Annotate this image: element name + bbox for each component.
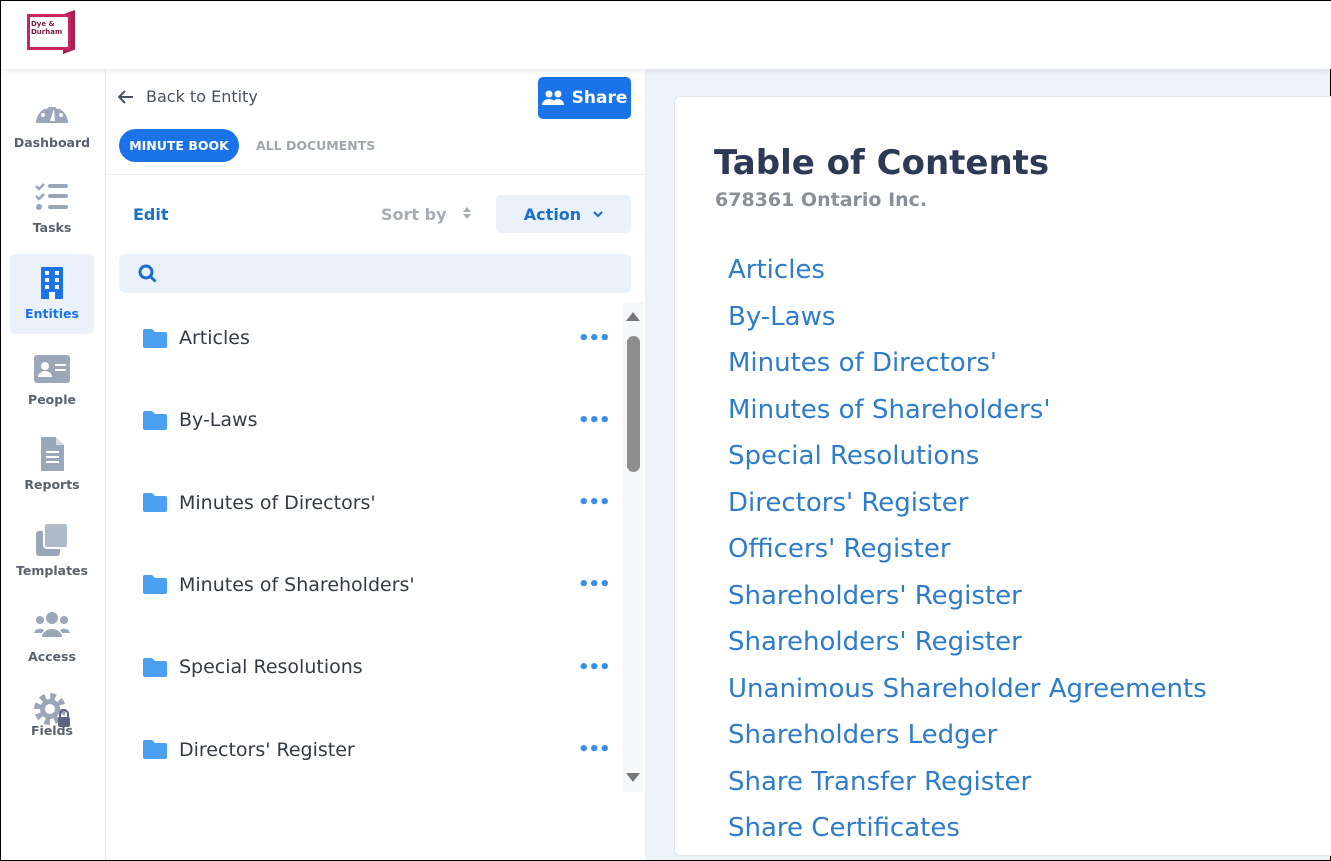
folder-icon [143,493,167,513]
sidebar-label: Fields [31,723,73,738]
back-label: Back to Entity [146,87,258,106]
sort-label: Sort by [381,205,447,224]
document-icon [41,437,64,471]
building-icon [41,267,63,299]
dye-durham-logo[interactable]: Dye & Durham [25,10,75,56]
folder-icon [143,575,167,595]
toc-list: Articles By-Laws Minutes of Directors' Minu… [728,247,1207,852]
sidebar-item-people[interactable]: People [10,340,94,420]
folder-list: Articles ••• By-Laws ••• Minutes of Director… [106,297,623,792]
tab-all-documents[interactable]: ALL DOCUMENTS [256,138,376,153]
search-bar [119,254,631,293]
action-label: Action [523,204,582,224]
folder-icon [143,657,167,677]
sidebar: Dashboard Tasks Entities People Reports … [1,69,106,860]
back-to-entity-link[interactable]: Back to Entity [118,87,258,106]
folder-name: Special Resolutions [179,656,363,679]
action-dropdown[interactable]: Action [496,195,631,233]
folder-item[interactable]: Directors' Register ••• [106,720,623,780]
sidebar-label: Entities [25,306,79,321]
content-area: Table of Contents 678361 Ontario Inc. Ar… [645,69,1331,860]
folder-item[interactable]: Minutes of Shareholders' ••• [106,555,623,615]
folder-name: Directors' Register [179,738,355,761]
folder-item[interactable]: Minutes of Directors' ••• [106,473,623,533]
entity-name: 678361 Ontario Inc. [715,189,928,211]
toc-link[interactable]: Officers' Register [728,534,951,564]
sidebar-item-dashboard[interactable]: Dashboard [10,83,94,163]
minute-book-panel: Back to Entity Share MINUTE BOOK ALL DOC… [106,69,645,860]
scroll-down-arrow[interactable] [626,773,640,782]
scroll-up-arrow[interactable] [626,312,640,321]
toc-link[interactable]: Unanimous Shareholder Agreements [728,673,1207,704]
folder-name: Minutes of Directors' [179,491,376,514]
sidebar-label: Templates [16,563,88,578]
toc-link[interactable]: Shareholders Ledger [728,720,998,750]
search-input[interactable] [163,254,623,293]
toc-link[interactable]: Shareholders' Register [728,580,1022,611]
folder-icon [143,328,167,348]
more-options-icon[interactable]: ••• [578,327,611,349]
toc-link[interactable]: Special Resolutions [728,441,980,471]
divider [106,174,645,175]
arrow-left-icon [118,89,133,104]
share-button[interactable]: Share [538,77,631,119]
users-icon [34,612,70,637]
dashboard-gauge-icon [36,105,68,123]
sidebar-item-access[interactable]: Access [10,597,94,677]
folder-icon [143,410,167,430]
logo-text: Dye & Durham [31,20,63,36]
folder-item[interactable]: By-Laws ••• [106,390,623,450]
sidebar-item-reports[interactable]: Reports [10,425,94,505]
sidebar-label: People [28,392,76,407]
toc-link[interactable]: Minutes of Shareholders' [728,394,1051,425]
toc-link[interactable]: Minutes of Directors' [728,348,998,378]
tab-minute-book[interactable]: MINUTE BOOK [119,129,239,162]
folder-item[interactable]: Articles ••• [106,308,623,368]
scrollbar-thumb[interactable] [627,336,640,472]
edit-button[interactable]: Edit [133,205,169,224]
users-icon [541,90,564,105]
sidebar-item-templates[interactable]: Templates [10,511,94,591]
page-title: Table of Contents [714,143,1050,183]
toc-card: Table of Contents 678361 Ontario Inc. Ar… [674,96,1331,856]
sidebar-label: Access [28,649,76,664]
scrollbar[interactable] [623,302,643,792]
toc-link[interactable]: Shareholders' Register [728,627,1022,657]
top-header: Dye & Durham [1,1,1331,69]
more-options-icon[interactable]: ••• [578,574,611,596]
sidebar-label: Reports [24,477,80,492]
toc-link[interactable]: Share Certificates [728,813,960,843]
toc-link[interactable]: Share Transfer Register [728,766,1032,797]
sidebar-label: Dashboard [13,135,91,150]
share-label: Share [571,88,628,108]
sort-icon [463,207,472,219]
id-card-icon [34,355,70,383]
sidebar-item-fields[interactable]: Fields [10,681,94,761]
folder-name: By-Laws [179,409,258,432]
gear-lock-icon [34,693,70,727]
folder-item[interactable]: Special Resolutions ••• [106,637,623,697]
folder-name: Articles [179,327,250,349]
more-options-icon[interactable]: ••• [578,409,611,431]
tasks-list-icon [35,183,68,210]
sidebar-item-tasks[interactable]: Tasks [10,168,94,248]
copy-icon [36,523,69,556]
folder-name: Minutes of Shareholders' [179,573,415,596]
toc-link[interactable]: Directors' Register [728,487,969,518]
more-options-icon[interactable]: ••• [578,492,611,514]
sidebar-item-entities[interactable]: Entities [10,254,94,334]
more-options-icon[interactable]: ••• [578,739,611,760]
sidebar-label: Tasks [32,220,72,235]
sort-by-button[interactable]: Sort by [381,205,472,224]
search-icon [138,264,157,283]
more-options-icon[interactable]: ••• [578,656,611,678]
chevron-down-icon [593,211,603,218]
folder-icon [143,740,167,759]
toc-link[interactable]: By-Laws [728,301,836,332]
toc-link[interactable]: Articles [728,255,825,285]
